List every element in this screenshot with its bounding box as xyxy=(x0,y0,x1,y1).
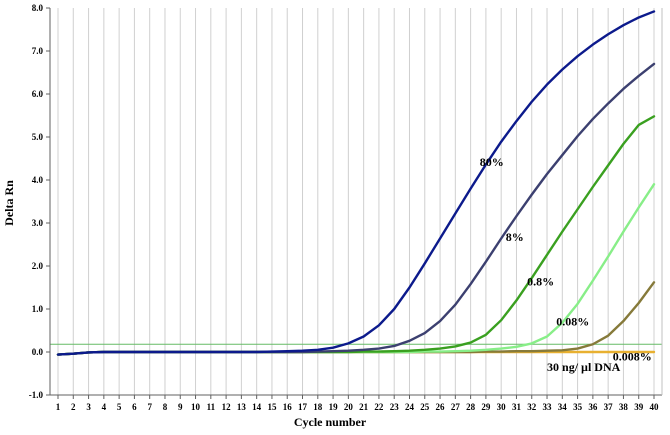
y-tick-label: 6.0 xyxy=(32,89,44,99)
x-tick-label: 24 xyxy=(405,402,415,412)
x-tick-label: 28 xyxy=(466,402,476,412)
x-tick-label: 38 xyxy=(619,402,629,412)
x-tick-label: 2 xyxy=(71,402,76,412)
x-tick-label: 16 xyxy=(283,402,293,412)
x-tick-label: 34 xyxy=(558,402,568,412)
x-tick-label: 29 xyxy=(481,402,491,412)
series-label-3: 0.8% xyxy=(527,274,554,288)
x-tick-label: 5 xyxy=(117,402,122,412)
series-label-6: 30 ng/ µl DNA xyxy=(547,360,621,374)
y-tick-label: -1.0 xyxy=(29,390,44,400)
x-tick-label: 1 xyxy=(56,402,61,412)
x-tick-label: 20 xyxy=(344,402,354,412)
series-label-5: 0.008% xyxy=(613,350,652,364)
x-tick-label: 13 xyxy=(237,402,247,412)
x-tick-label: 7 xyxy=(147,402,152,412)
series-layer xyxy=(56,10,656,356)
y-axis-label: Delta Rn xyxy=(2,180,16,226)
x-tick-label: 14 xyxy=(252,402,262,412)
x-tick-label: 30 xyxy=(497,402,507,412)
x-tick-label: 12 xyxy=(222,402,232,412)
x-tick-label: 36 xyxy=(588,402,598,412)
x-tick-label: 22 xyxy=(374,402,384,412)
x-tick-label: 10 xyxy=(191,402,201,412)
x-tick-label: 6 xyxy=(132,402,137,412)
x-tick-label: 35 xyxy=(573,402,583,412)
y-tick-label: 0.0 xyxy=(32,347,44,357)
x-tick-label: 27 xyxy=(451,402,461,412)
series-labels: 80% 8% 0.8% 0.08% 0.008%30 ng/ µl DNA xyxy=(480,155,652,374)
x-tick-label: 3 xyxy=(86,402,91,412)
x-tick-label: 11 xyxy=(207,402,216,412)
y-tick-label: 2.0 xyxy=(32,261,44,271)
grid-lines xyxy=(57,8,655,395)
x-tick-label: 31 xyxy=(512,402,522,412)
x-tick-label: 21 xyxy=(359,402,369,412)
y-tick-label: 1.0 xyxy=(32,304,44,314)
y-tick-label: 7.0 xyxy=(32,46,44,56)
x-tick-label: 19 xyxy=(329,402,339,412)
x-tick-label: 17 xyxy=(298,402,308,412)
x-tick-label: 26 xyxy=(436,402,446,412)
x-tick-label: 37 xyxy=(604,402,614,412)
y-tick-labels: -1.0 0.0 1.0 2.0 3.0 4.0 5.0 6.0 7.0 8.0 xyxy=(29,3,44,400)
y-tick-label: 4.0 xyxy=(32,175,44,185)
series-label-4: 0.08% xyxy=(556,314,589,328)
x-tick-labels: 1 2 3 4 5 6 7 8 9 10 11 12 13 14 15 16 17 18 19 20 21 22 23 24 2… xyxy=(56,402,659,412)
y-tick-label: 3.0 xyxy=(32,218,44,228)
y-tick-label: 5.0 xyxy=(32,132,44,142)
x-tick-label: 15 xyxy=(267,402,277,412)
series-label-2: 8% xyxy=(506,230,524,244)
x-tick-label: 9 xyxy=(178,402,183,412)
series-line-1 xyxy=(56,10,656,356)
x-tick-label: 18 xyxy=(313,402,323,412)
x-tick-label: 25 xyxy=(420,402,430,412)
x-tick-label: 8 xyxy=(163,402,168,412)
x-tick-label: 40 xyxy=(650,402,660,412)
x-axis-label: Cycle number xyxy=(294,415,367,429)
x-tick-label: 33 xyxy=(543,402,553,412)
x-tick-label: 23 xyxy=(390,402,400,412)
series-label-1: 80% xyxy=(480,155,504,169)
axes xyxy=(46,7,663,399)
y-tick-label: 8.0 xyxy=(32,3,44,13)
x-tick-label: 32 xyxy=(527,402,537,412)
x-tick-label: 39 xyxy=(634,402,644,412)
x-tick-label: 4 xyxy=(102,402,107,412)
